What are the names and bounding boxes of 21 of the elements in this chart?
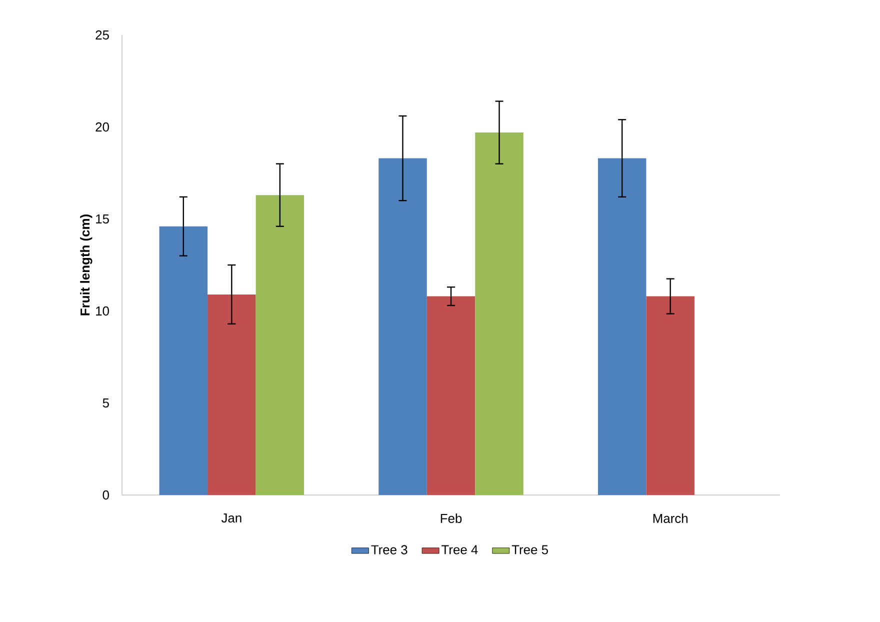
y-tick-label: 15 <box>96 214 109 224</box>
y-tick-label: 0 <box>102 490 109 500</box>
bar <box>378 158 427 495</box>
y-tick-label: 20 <box>96 122 109 132</box>
bar <box>256 195 304 495</box>
y-tick-label: 10 <box>96 306 109 316</box>
bar <box>475 132 524 495</box>
legend-label: Tree 4 <box>442 545 478 554</box>
bar <box>208 294 256 495</box>
x-tick-label: Feb <box>440 514 462 524</box>
bar <box>159 226 208 495</box>
y-tick-label: 5 <box>102 398 109 408</box>
x-tick-label: March <box>653 514 688 524</box>
bar <box>426 296 476 495</box>
legend-label: Tree 5 <box>512 545 548 554</box>
legend-label: Tree 3 <box>371 545 408 554</box>
y-tick-label: 25 <box>96 30 109 40</box>
y-axis-title: Fruit length (cm) <box>80 214 92 316</box>
x-tick-label: Jan <box>221 514 242 523</box>
bar <box>598 158 646 495</box>
bar <box>646 296 694 495</box>
